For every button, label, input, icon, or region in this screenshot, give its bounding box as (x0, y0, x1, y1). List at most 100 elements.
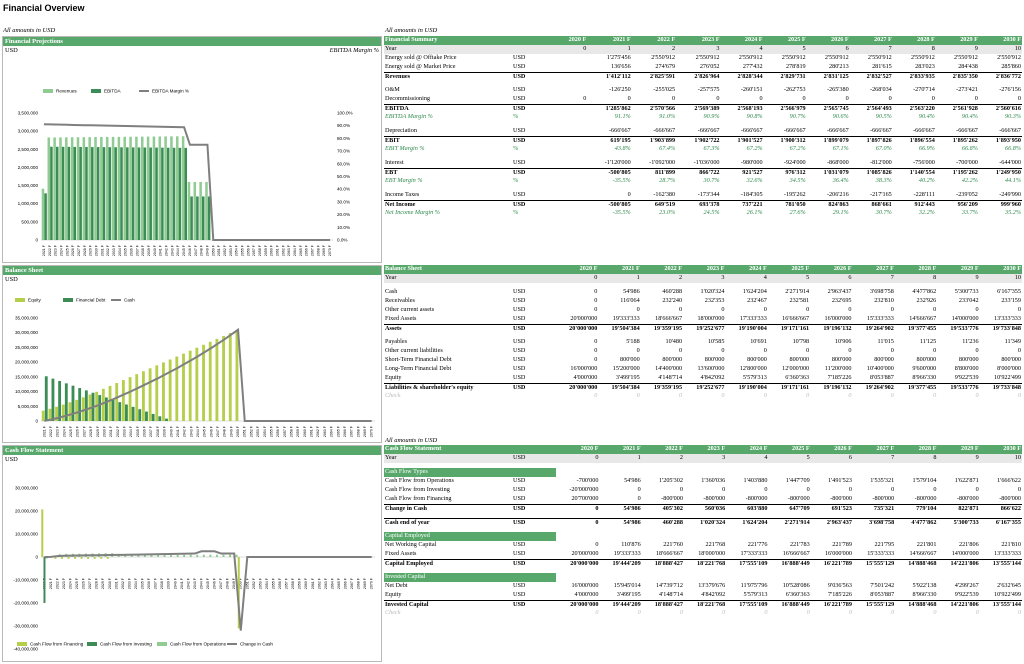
cf-cell: -800'000 (661, 495, 683, 502)
fs-cell: 2'550'912 (910, 54, 935, 62)
x-tick-label: 2063 F (287, 244, 291, 256)
operations-bar (176, 554, 179, 557)
ebitda-bar (196, 196, 199, 240)
revenue-bar (205, 181, 208, 240)
cf-cell: 9'036'563 (828, 582, 852, 590)
y-tick-label: 2,000,000 (18, 165, 39, 170)
fs-row-label: Net Income Margin % (385, 209, 440, 217)
cf-cell: 1'020'324 (683, 517, 727, 527)
x-tick-label: 2023 F (56, 425, 60, 437)
bs-row-label: Payables (385, 338, 407, 346)
cf-cell: 16'221'789 (810, 599, 853, 609)
fs-cell: -924'000 (783, 159, 806, 166)
x-tick-label: 2042 F (183, 425, 187, 437)
bs-row: Long-Term Financial Debt USD 16'000'000 15'… (384, 365, 1022, 374)
cf-cell: 0 (722, 609, 726, 617)
bs-cell: 11'236 (962, 338, 979, 346)
fs-row: EBT Margin %% -35.5% 28.7% 30.7% 32.6% 34.5% 3… (384, 177, 1022, 186)
x-tick-label: 2042 F (186, 577, 190, 589)
ebitda-bar (184, 147, 187, 240)
ebitda-bar (44, 193, 47, 240)
bs-cell: 0 (594, 392, 598, 400)
fs-cell: 38.3% (875, 177, 892, 185)
financing-bar (106, 557, 109, 559)
revenue-bar (170, 136, 173, 240)
legend-swatch (15, 298, 25, 302)
cf-cell: 17'333'333 (740, 550, 768, 557)
fs-cell: 0 (627, 191, 631, 198)
fs-cell: 90.4% (961, 113, 978, 121)
y-tick-label: 35,000,000 (15, 316, 38, 321)
cf-cell: 20'000'000 (556, 558, 600, 568)
cf-cell: 5 (768, 454, 811, 463)
fs-row: Decommissioning USD 0 0 0 0 0 0 0 0 0 0 0 (384, 95, 1022, 104)
bs-cell: 19'171'161 (767, 382, 811, 392)
cf-cell: 10'922'499 (994, 591, 1021, 598)
x-tick-label: 2025 F (75, 577, 79, 589)
cf-cell: 0 (975, 486, 979, 494)
fs-year-col: 2026 F (806, 36, 850, 45)
equity-bar (188, 350, 192, 421)
ebitda-bar (137, 147, 141, 240)
fs-year-col: 2021 F (587, 36, 632, 45)
bs-row-label: Other current liabilities (385, 347, 443, 355)
cf-cell: 14'221'806 (937, 558, 980, 568)
fs-row-unit: USD (513, 54, 526, 62)
financing-bar (80, 557, 83, 559)
fs-cell: 868'661 (849, 199, 893, 209)
x-tick-label: 2024 F (68, 577, 72, 589)
cf-cell: 1'535'321 (870, 477, 895, 485)
operations-bar (215, 554, 218, 557)
bs-cell: 7 (852, 274, 895, 283)
cf-cell: 1'447'709 (785, 477, 810, 485)
bs-cell: 460'288 (662, 288, 683, 296)
cf-row: Invested Capital USD 20'000'000 19'444'209 1… (384, 599, 1022, 609)
fs-cell: -249'990 (999, 191, 1021, 198)
bs-cell: 14'400'000 (655, 365, 683, 373)
bs-cell: 16'000'000 (824, 315, 852, 322)
fs-cell: -666'667 (913, 127, 935, 134)
bs-cell: 19'190'004 (725, 382, 768, 392)
cf-row-label: Check (385, 609, 401, 617)
cf-cell: 0 (848, 486, 852, 494)
ebitda-margin-line (43, 123, 331, 241)
x-tick-label: 2052 F (252, 577, 256, 589)
x-tick-label: 2043 F (170, 244, 174, 256)
cf-row-label: Invested Capital (384, 599, 512, 609)
fs-cell: -126'250 (608, 86, 631, 94)
fs-cell: 2'565'745 (806, 103, 850, 113)
x-tick-label: 2059 F (298, 577, 302, 589)
x-tick-label: 2025 F (69, 425, 73, 437)
fs-cell (556, 54, 587, 63)
x-tick-label: 2066 F (344, 577, 348, 589)
cf-cell: 18'000'000 (698, 550, 726, 557)
fs-cell: 67.2% (789, 145, 806, 153)
fs-cell: 90.8% (746, 113, 763, 121)
cf-cell: 15'555'129 (852, 599, 896, 609)
y-tick-label: 1,500,000 (18, 183, 39, 188)
operations-bar (209, 554, 212, 557)
cf-cell: 9 (937, 454, 980, 463)
fs-row-label: Decommissioning (385, 95, 431, 102)
fs-cell: 2'829'731 (763, 71, 807, 81)
x-tick-label: 2051 F (245, 577, 249, 589)
fs-cell: 32.6% (746, 177, 763, 185)
bs-cell: 9'922'539 (954, 374, 979, 381)
cf-cell: 0 (722, 486, 726, 494)
revenue-bar (94, 137, 97, 240)
ebitda-bar (178, 147, 182, 240)
bs-cell: 0 (594, 288, 598, 296)
fs-cell: -255'025 (653, 86, 676, 94)
bs-cell: 232'467 (747, 297, 767, 305)
cf-cell: 0 (806, 486, 810, 494)
cf-year-col: 2030 F (979, 445, 1022, 454)
x-tick-label: 2056 F (246, 244, 250, 256)
y-tick-label: 3,000,000 (18, 129, 39, 134)
x-tick-label: 2037 F (135, 244, 139, 256)
x-tick-label: 2055 F (271, 577, 275, 589)
financing-bar (67, 557, 70, 559)
x-tick-label: 2055 F (240, 244, 244, 256)
fs-row-unit: USD (513, 63, 526, 70)
bs-cell: 19'377'455 (894, 382, 938, 392)
x-tick-label: 2030 F (102, 425, 106, 437)
